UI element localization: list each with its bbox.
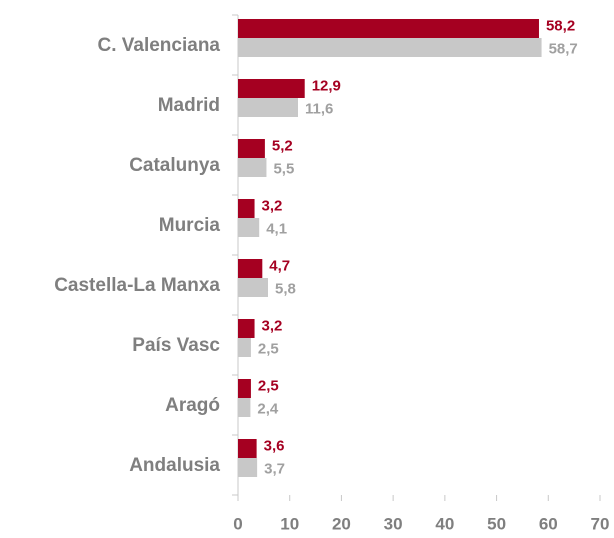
bar [238, 218, 260, 237]
bar [238, 319, 255, 338]
x-tick-label: 0 [233, 514, 242, 533]
value-label: 4,7 [269, 257, 290, 274]
value-label: 11,6 [305, 100, 333, 117]
value-label: 58,7 [549, 40, 578, 57]
bar [238, 278, 268, 297]
x-tick-label: 20 [332, 514, 351, 533]
bar [238, 379, 251, 398]
value-label: 5,8 [275, 280, 296, 297]
value-label: 58,2 [546, 17, 575, 34]
value-label: 4,1 [266, 220, 287, 237]
category-label: Madrid [158, 95, 220, 116]
bar [238, 158, 267, 177]
category-label: Andalusia [129, 455, 220, 476]
value-label: 3,6 [264, 437, 285, 454]
bar [238, 38, 542, 57]
bar [238, 458, 258, 477]
bar [238, 199, 255, 218]
x-tick-label: 30 [384, 514, 403, 533]
x-tick-label: 70 [591, 514, 610, 533]
category-label: C. Valenciana [97, 35, 220, 56]
bar [238, 398, 251, 417]
x-tick-label: 10 [280, 514, 299, 533]
value-label: 12,9 [312, 77, 341, 94]
x-tick-label: 60 [539, 514, 558, 533]
bar [238, 19, 539, 38]
x-tick-label: 40 [435, 514, 454, 533]
bar [238, 439, 257, 458]
category-label: Aragó [165, 395, 220, 416]
value-label: 2,4 [257, 400, 279, 417]
value-label: 2,5 [258, 377, 279, 394]
value-label: 5,5 [273, 160, 294, 177]
value-label: 3,7 [264, 460, 285, 477]
value-label: 3,2 [262, 197, 283, 214]
bar [238, 338, 251, 357]
value-label: 3,2 [262, 317, 283, 334]
value-label: 2,5 [258, 340, 279, 357]
category-label: Catalunya [129, 155, 220, 176]
category-label: Murcia [159, 215, 221, 236]
bar [238, 139, 265, 158]
bar [238, 79, 305, 98]
bar [238, 259, 263, 278]
bar [238, 98, 298, 117]
category-label: País Vasc [132, 335, 220, 356]
x-tick-label: 50 [487, 514, 506, 533]
value-label: 5,2 [272, 137, 293, 154]
category-label: Castella-La Manxa [54, 275, 220, 296]
